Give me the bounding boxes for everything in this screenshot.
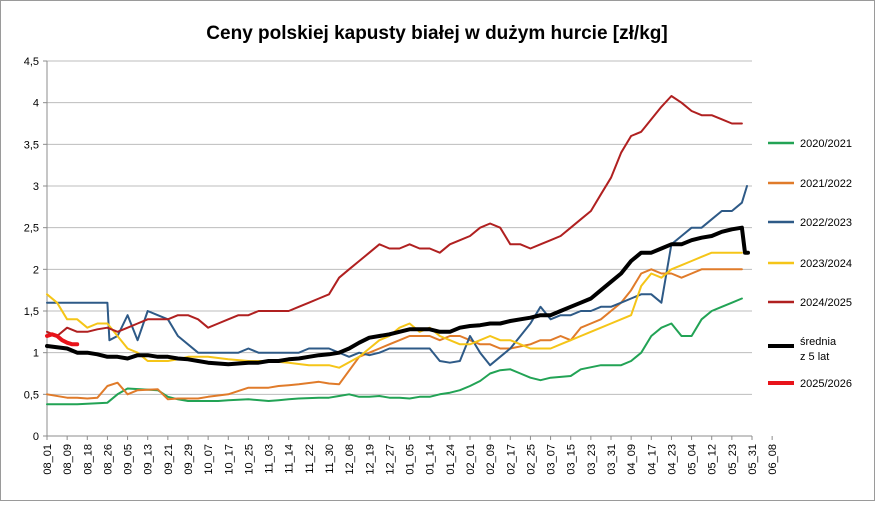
y-tick-label: 0 [33,431,39,443]
y-tick-label: 2,5 [24,223,39,235]
x-tick-label: 04_17 [646,444,658,475]
x-tick-label: 12_19 [364,444,376,475]
legend-label: 2024/2025 [800,297,852,309]
y-axis: 0 0,5 1 1,5 2 2,5 3 3,5 4 4,5 [24,56,48,443]
x-tick-label: 10_07 [203,444,215,475]
series-line-6 [45,332,80,347]
x-tick-label: 01_14 [425,444,437,475]
x-tick-label: 03_23 [586,444,598,475]
x-tick-label: 03_31 [606,444,618,475]
legend-label: 2021/2022 [800,178,852,190]
legend: 2020/2021 2021/2022 2022/2023 2023/2024 2024… [768,138,852,390]
series-line-2 [46,185,748,367]
x-tick-label: 03_07 [546,444,558,475]
legend-label: 2025/2026 [800,378,852,390]
x-tick-label: 11_22 [304,444,316,474]
y-tick-label: 4 [33,98,39,110]
x-tick-label: 08_18 [82,444,94,475]
x-tick-label: 08_26 [102,444,114,475]
x-tick-label: 06_08 [767,444,779,475]
legend-label: 2023/2024 [800,258,852,270]
x-tick-label: 01_24 [445,444,457,475]
x-tick-label: 05_23 [727,444,739,475]
x-tick-label: 11_03 [264,444,276,474]
x-tick-label: 05_31 [747,444,759,475]
x-tick-label: 09_29 [183,444,195,475]
x-tick-label: 11_30 [324,444,336,474]
y-tick-label: 1 [33,348,39,360]
legend-label: średnia z 5 lat [800,336,837,363]
x-tick-label: 05_04 [687,444,699,475]
x-tick-label: 02_25 [525,444,537,475]
x-tick-label: 02_17 [505,444,517,475]
y-tick-label: 3,5 [24,139,39,151]
y-tick-label: 1,5 [24,306,39,318]
chart-title: Ceny polskiej kapusty białej w dużym hur… [206,23,667,44]
y-tick-label: 2 [33,264,39,276]
legend-label: 2022/2023 [800,217,852,229]
y-tick-label: 0,5 [24,389,39,401]
y-tick-label: 4,5 [24,56,39,68]
series-line-4 [46,95,743,337]
x-tick-label: 02_09 [485,444,497,475]
x-tick-label: 11_14 [284,444,296,474]
y-tick-label: 3 [33,181,39,193]
series-line-1 [46,268,743,401]
x-axis: 08_01 08_09 08_18 08_26 09_05 09_13 09_21 09_29… [42,436,779,475]
x-tick-label: 03_15 [566,444,578,475]
series-lines [45,95,750,406]
x-tick-label: 10_25 [243,444,255,475]
series-line-5 [45,225,750,367]
x-tick-label: 05_12 [707,444,719,475]
x-tick-label: 08_01 [42,444,54,475]
x-tick-label: 09_21 [163,444,175,475]
legend-label: 2020/2021 [800,138,852,150]
x-tick-label: 10_17 [223,444,235,475]
x-tick-label: 12_27 [384,444,396,475]
x-tick-label: 09_05 [123,444,135,475]
x-tick-label: 09_13 [143,444,155,475]
x-tick-label: 04_09 [626,444,638,475]
x-tick-label: 02_01 [465,444,477,475]
x-tick-label: 08_09 [62,444,74,475]
series-line-0 [46,297,743,406]
x-tick-label: 12_08 [344,444,356,475]
x-tick-label: 01_05 [405,444,417,475]
x-tick-label: 04_23 [666,444,678,475]
